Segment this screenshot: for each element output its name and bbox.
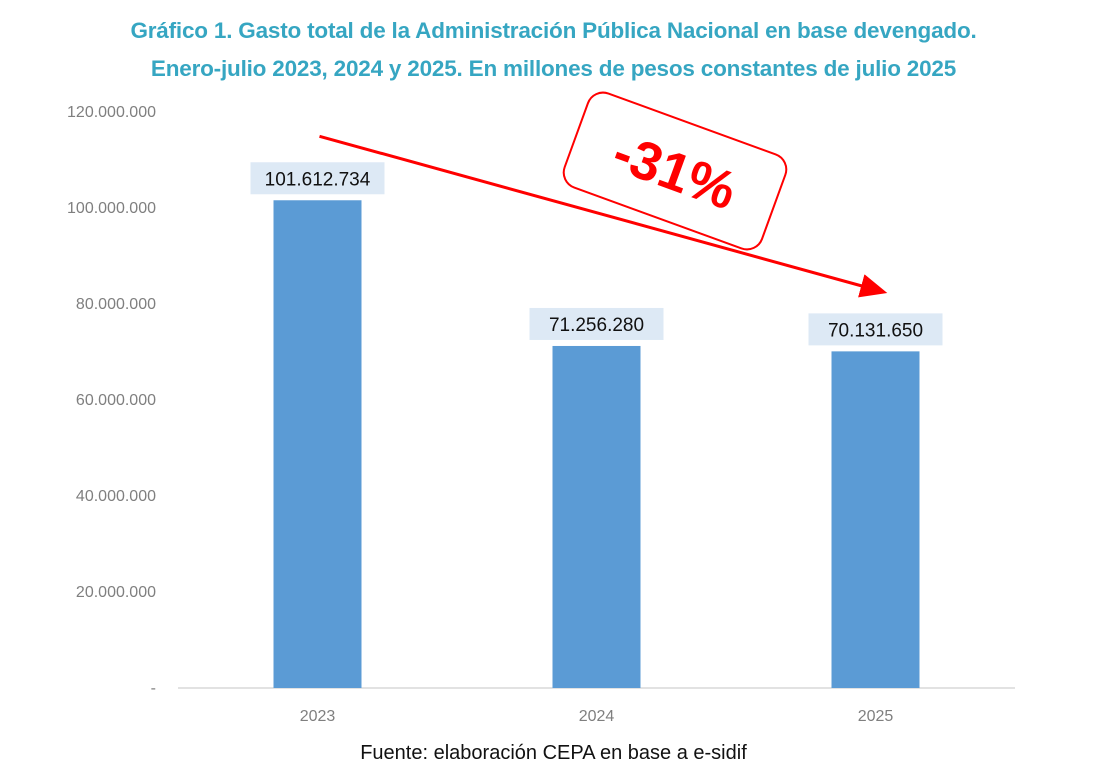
y-tick-label: -: [151, 680, 156, 697]
data-label-background: [808, 313, 943, 346]
y-axis: - 20.000.000 40.000.000 60.000.000 80.000.00…: [67, 104, 156, 697]
x-tick-label: 2024: [579, 708, 615, 725]
bar-2023: [273, 200, 362, 688]
data-label: 70.131.650: [828, 320, 923, 341]
data-labels: 101.612.734 71.256.280 70.131.650: [250, 162, 943, 346]
x-tick-label: 2025: [858, 708, 894, 725]
annotation-box: [562, 91, 788, 251]
bar-2024: [552, 345, 641, 688]
x-axis: 2023 2024 2025: [300, 708, 894, 725]
y-tick-label: 40.000.000: [76, 488, 156, 505]
y-tick-label: 80.000.000: [76, 296, 156, 313]
trend-arrow: [319, 134, 888, 298]
data-label: 101.612.734: [265, 169, 371, 190]
data-label-background: [250, 162, 385, 195]
chart-title: Gráfico 1. Gasto total de la Administrac…: [0, 12, 1107, 88]
bar-2025: [831, 351, 920, 688]
y-tick-label: 120.000.000: [67, 104, 156, 121]
source-note: Fuente: elaboración CEPA en base a e-sid…: [360, 742, 747, 764]
data-label: 71.256.280: [549, 315, 644, 336]
y-tick-label: 20.000.000: [76, 584, 156, 601]
y-tick-label: 100.000.000: [67, 200, 156, 217]
change-annotation: -31%: [319, 91, 888, 298]
y-tick-label: 60.000.000: [76, 392, 156, 409]
bars: [273, 200, 920, 688]
chart-title-line-1: Gráfico 1. Gasto total de la Administrac…: [130, 18, 977, 43]
x-tick-label: 2023: [300, 708, 336, 725]
chart-title-line-2: Enero-julio 2023, 2024 y 2025. En millon…: [150, 56, 957, 81]
data-label-background: [529, 307, 664, 340]
